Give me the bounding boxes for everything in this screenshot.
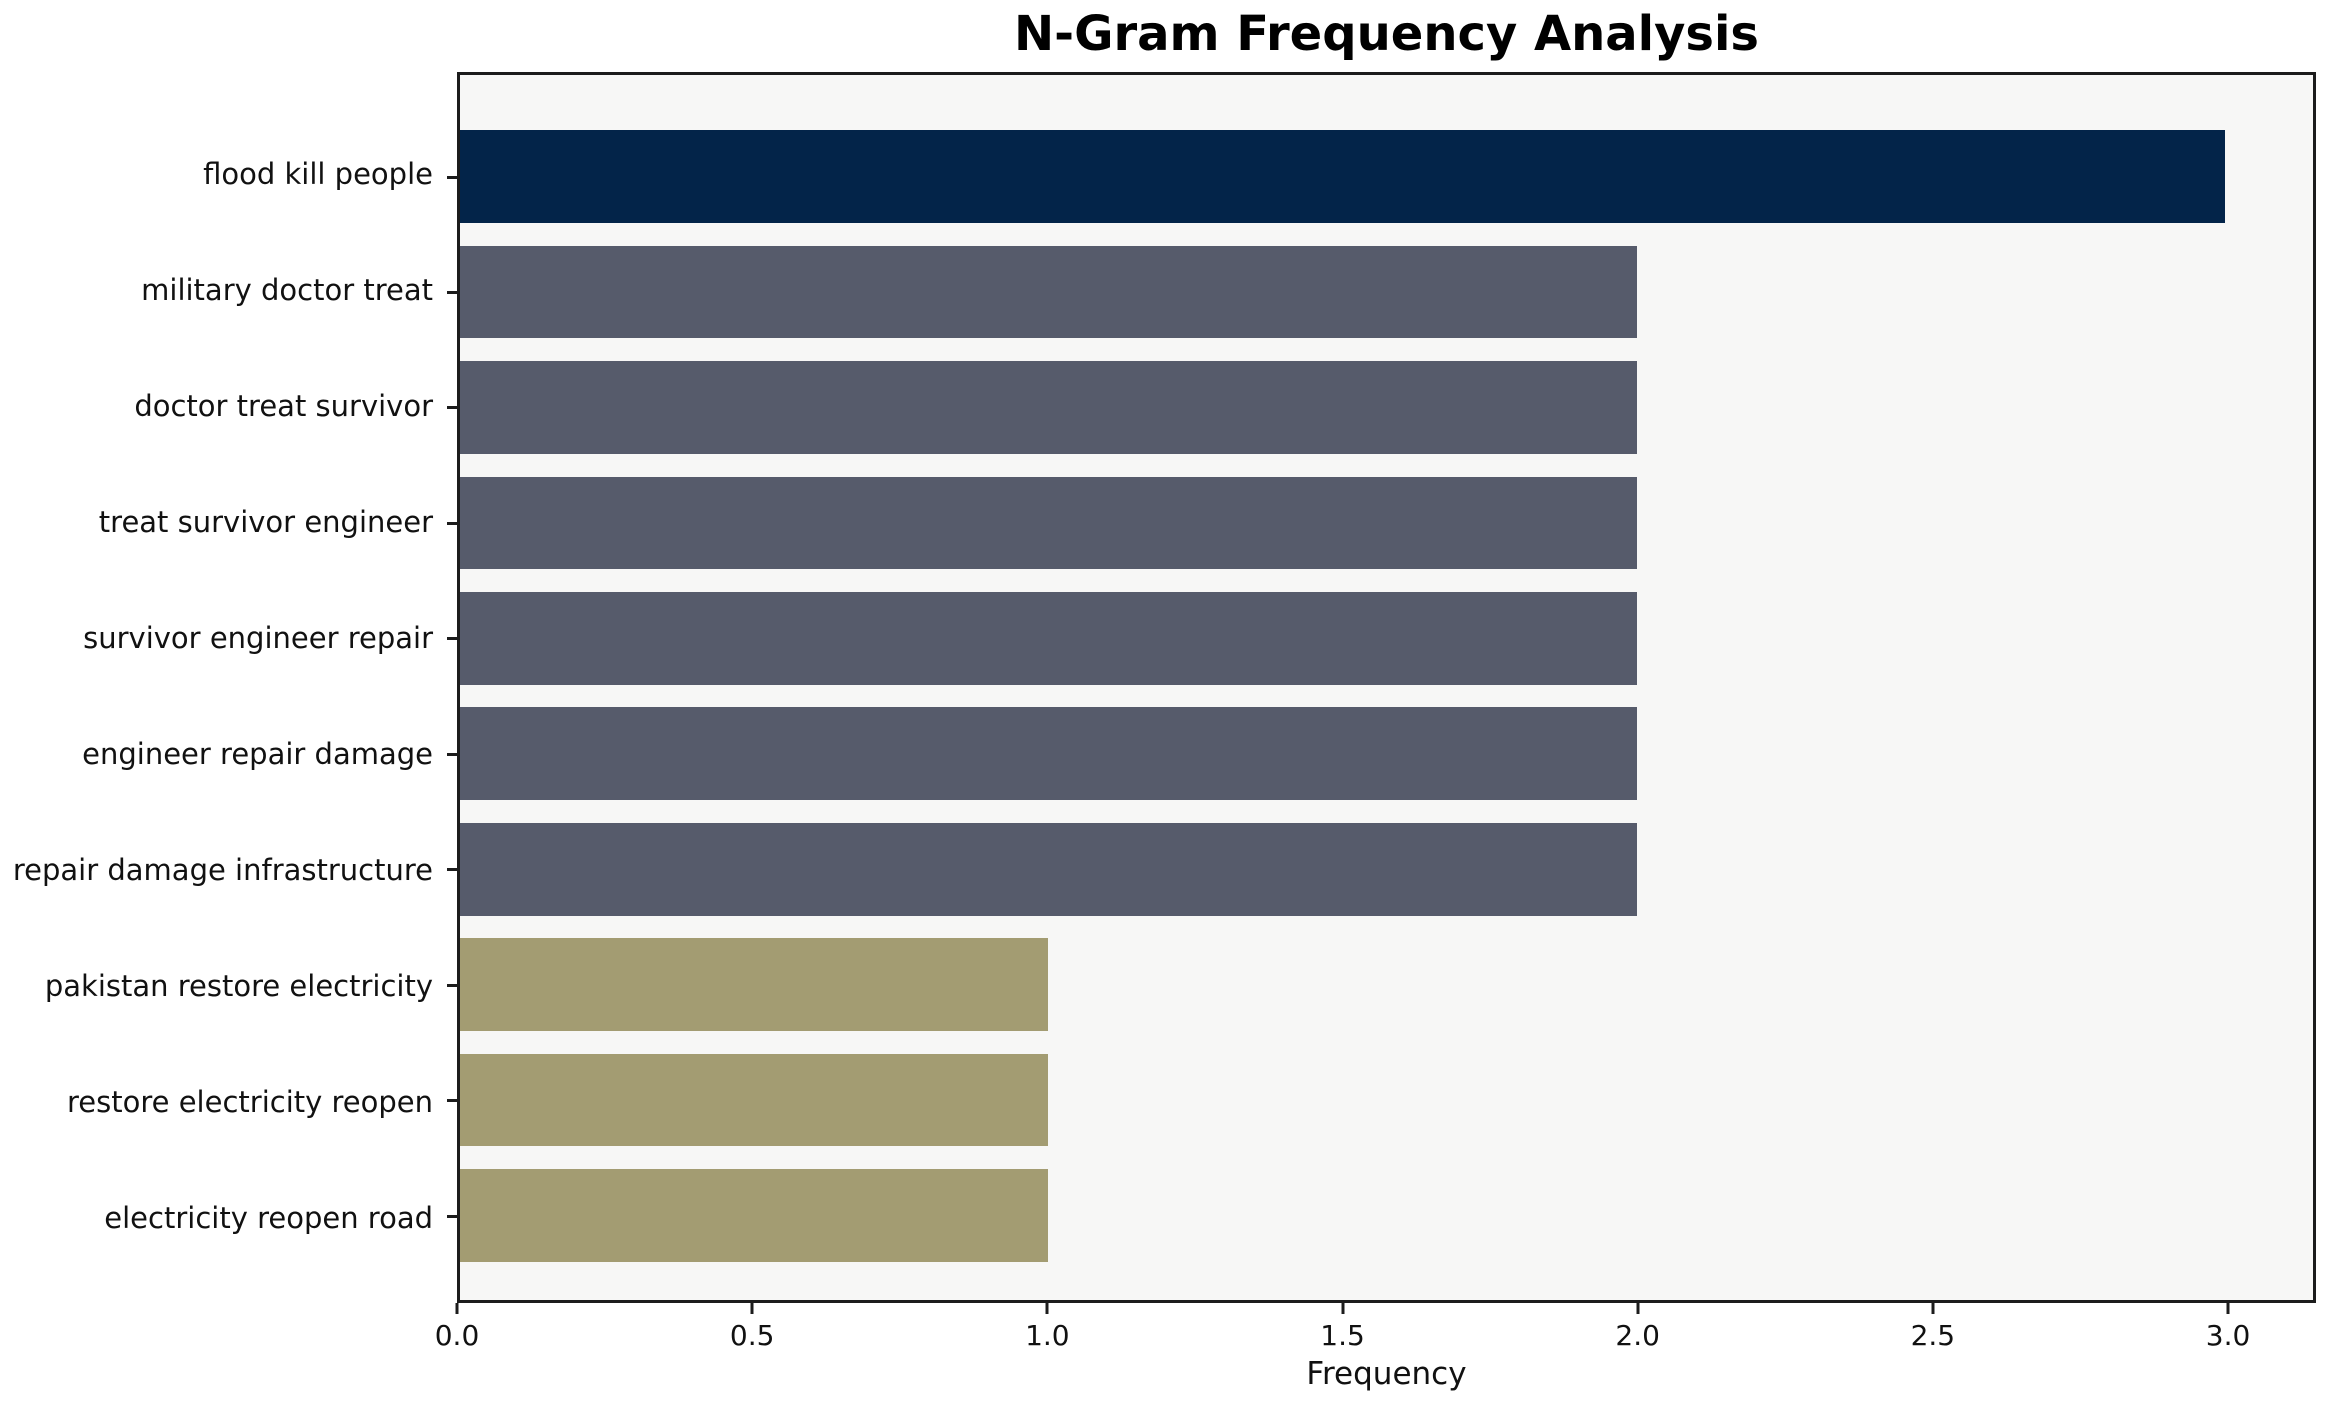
bar [460, 822, 1637, 916]
x-tick-label: 0.0 [434, 1319, 480, 1352]
bar [460, 938, 1049, 1031]
y-tick-mark [447, 868, 457, 872]
y-tick-mark [447, 1099, 457, 1103]
x-tick-mark [2226, 1303, 2230, 1314]
x-tick-label: 3.0 [2205, 1319, 2251, 1352]
bar [460, 245, 1637, 339]
x-tick-mark [455, 1303, 459, 1314]
y-tick-mark [447, 175, 457, 179]
y-category-label: flood kill people [203, 157, 433, 192]
y-category-label: military doctor treat [141, 273, 433, 308]
y-category-label: electricity reopen road [104, 1201, 433, 1236]
x-axis: 0.0 0.5 1.0 1.5 2.0 2.5 3.0 [435, 1303, 2316, 1373]
y-category-label: treat survivor engineer [98, 505, 433, 540]
bar [460, 1053, 1049, 1147]
chart-title: N-Gram Frequency Analysis [1014, 6, 1759, 62]
y-tick-mark [447, 290, 457, 294]
y-tick-mark [447, 983, 457, 987]
bar [460, 476, 1637, 570]
y-tick-mark [447, 1214, 457, 1218]
bar [460, 707, 1637, 801]
x-tick-label: 2.5 [1910, 1319, 1956, 1352]
x-tick-mark [1931, 1303, 1935, 1314]
x-tick-label: 2.0 [1615, 1319, 1660, 1352]
bar [460, 592, 1637, 685]
y-tick-mark [447, 406, 457, 410]
x-tick-mark [750, 1303, 754, 1314]
x-tick-label: 1.5 [1320, 1319, 1365, 1352]
y-category-label: pakistan restore electricity [44, 969, 433, 1004]
x-tick-mark [1636, 1303, 1640, 1314]
x-tick-mark [1341, 1303, 1345, 1314]
x-tick-label: 1.0 [1025, 1319, 1070, 1352]
plot-area [447, 72, 2316, 1303]
bar [460, 1169, 1049, 1262]
y-category-label: restore electricity reopen [67, 1085, 433, 1120]
x-tick-mark [1045, 1303, 1049, 1314]
bar [460, 361, 1637, 454]
y-category-label: engineer repair damage [82, 737, 433, 772]
x-axis-title: Frequency [1306, 1356, 1467, 1392]
y-tick-mark [447, 637, 457, 641]
y-tick-mark [447, 521, 457, 525]
x-tick-label: 0.5 [729, 1319, 775, 1352]
bar [460, 130, 2226, 223]
y-tick-mark [447, 752, 457, 756]
y-category-label: repair damage infrastructure [12, 853, 433, 888]
y-category-label: survivor engineer repair [83, 621, 433, 656]
y-category-label: doctor treat survivor [134, 389, 433, 424]
y-axis-labels: flood kill people military doctor treat do… [0, 72, 433, 1303]
